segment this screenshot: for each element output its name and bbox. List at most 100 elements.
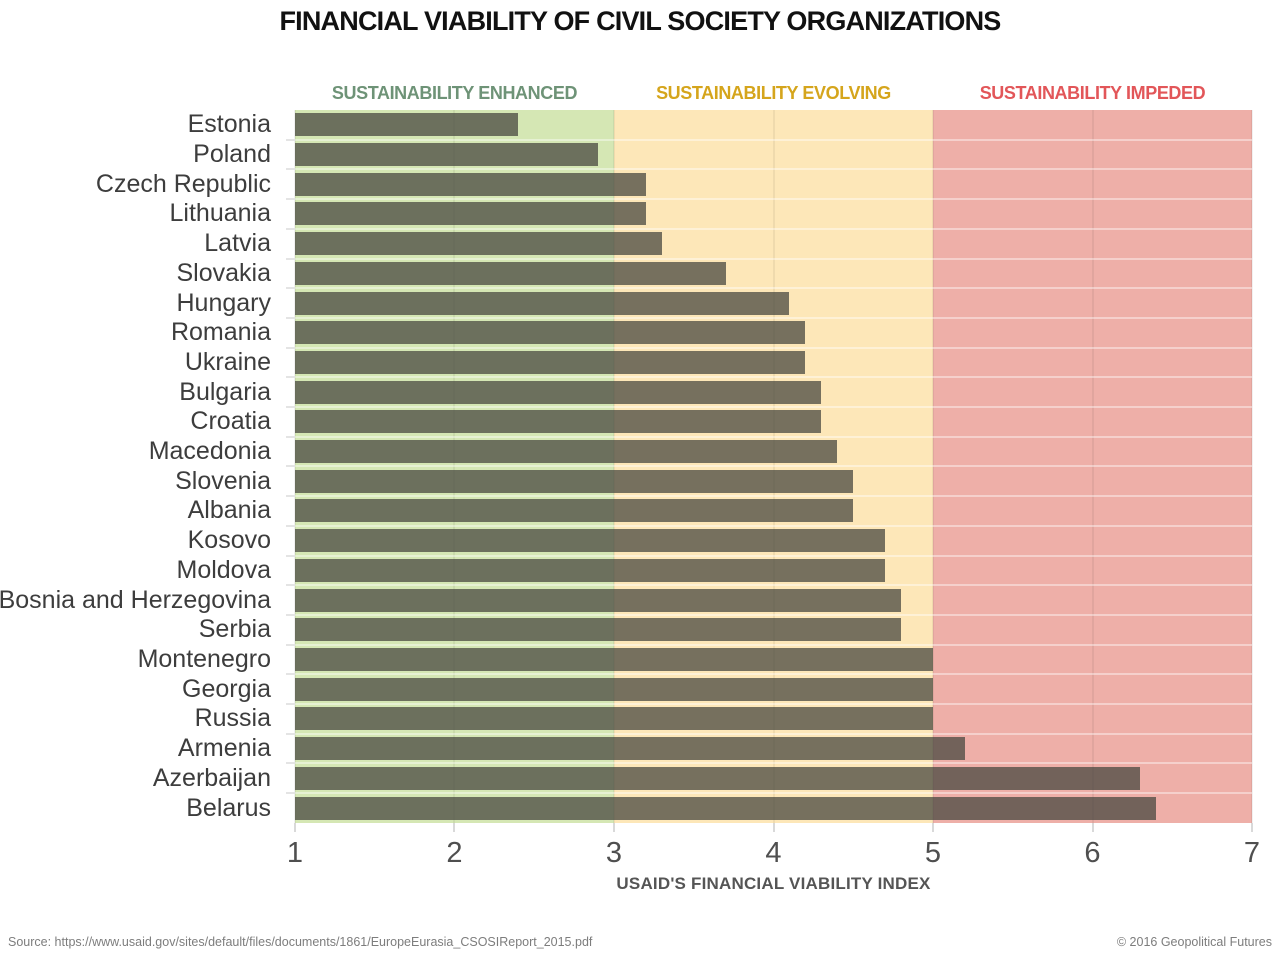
category-axis: Estonia Poland Czech Republic Lithuania Latv… (0, 110, 283, 823)
bar-row (286, 288, 1252, 319)
bar-row (286, 734, 1252, 765)
bar-row (286, 169, 1252, 200)
country-label: Bulgaria (179, 377, 271, 406)
bar (295, 707, 933, 731)
x-tick-label: 5 (924, 837, 942, 869)
gridline (931, 110, 934, 823)
zone-label: SUSTAINABILITY IMPEDED (979, 83, 1206, 103)
bar-row (286, 585, 1252, 616)
bar (295, 232, 662, 256)
x-tick-label: 2 (446, 837, 463, 869)
country-label: Ukraine (184, 347, 271, 376)
plot-area (286, 110, 1253, 823)
gridline (1091, 110, 1094, 823)
x-tick-mark (931, 823, 934, 832)
gridline (453, 110, 456, 823)
bar-row (286, 674, 1252, 705)
country-label: Georgia (182, 674, 271, 703)
x-axis: 1 2 3 4 5 6 7 (287, 823, 1260, 883)
country-label: Bosnia and Herzegovina (0, 585, 271, 614)
zone-label: SUSTAINABILITY EVOLVING (656, 83, 891, 103)
x-tick-label: 3 (605, 837, 623, 869)
zone-labels: SUSTAINABILITY ENHANCED SUSTAINABILITY EV… (295, 83, 1252, 107)
gridline (612, 110, 615, 823)
bar (295, 766, 1141, 790)
zone-band (295, 110, 614, 823)
bar-row (286, 704, 1252, 735)
bar-row (286, 437, 1252, 468)
country-label: Slovenia (175, 466, 271, 495)
bar-row (286, 110, 1252, 141)
bar-row (286, 140, 1252, 171)
country-label: Azerbaijan (152, 763, 271, 792)
bar (295, 677, 933, 701)
bar-row (286, 496, 1252, 527)
country-label: Czech Republic (95, 169, 271, 198)
bar (295, 321, 806, 345)
bar (295, 172, 646, 196)
x-tick-mark (772, 823, 775, 832)
country-label: Kosovo (187, 526, 271, 555)
country-label: Albania (187, 496, 271, 525)
country-label: Hungary (176, 288, 272, 317)
bar-row (286, 199, 1252, 230)
bar-row (295, 793, 1252, 823)
bar (295, 588, 902, 612)
bar (295, 410, 822, 434)
bar (295, 737, 965, 761)
country-label: Macedonia (148, 437, 271, 466)
bar-row (286, 348, 1252, 379)
zone-label: SUSTAINABILITY ENHANCED (331, 83, 578, 103)
bar-row (286, 377, 1252, 408)
country-label: Armenia (177, 734, 271, 763)
country-label: Slovakia (176, 258, 272, 287)
country-label: Lithuania (169, 199, 271, 228)
x-tick-mark (453, 823, 456, 832)
bar-row (286, 556, 1252, 586)
bar (295, 143, 599, 167)
x-tick-label: 7 (1243, 837, 1261, 869)
country-label: Romania (170, 318, 271, 347)
x-tick-label: 4 (765, 837, 782, 869)
gridline (1251, 110, 1253, 823)
country-label: Estonia (187, 110, 271, 139)
bar (295, 558, 886, 582)
country-label: Latvia (204, 229, 271, 258)
x-tick-label: 6 (1084, 837, 1101, 869)
bar-row (286, 229, 1252, 260)
bar (295, 618, 902, 642)
gridline (772, 110, 775, 823)
bar-row (286, 763, 1252, 794)
country-label: Montenegro (137, 645, 271, 673)
bar-row (286, 466, 1252, 497)
x-tick-mark (1091, 823, 1094, 832)
bar-row (286, 318, 1252, 349)
zone-band (613, 110, 933, 823)
chart-title: FINANCIAL VIABILITY OF CIVIL SOCIETY ORG… (279, 6, 1001, 36)
x-tick-mark (612, 823, 615, 832)
bar (295, 440, 838, 464)
copyright-note: © 2016 Geopolitical Futures (1116, 935, 1272, 949)
bar (295, 648, 933, 671)
country-label: Russia (194, 704, 271, 733)
bar-rows (286, 110, 1252, 823)
bar (295, 113, 519, 137)
x-tick-label: 1 (286, 837, 304, 869)
bar-row (286, 645, 1252, 676)
country-label: Belarus (186, 793, 271, 822)
bar (295, 529, 886, 553)
x-tick-mark (1251, 823, 1253, 832)
bar (295, 202, 646, 226)
bar (295, 796, 1157, 820)
bar (295, 350, 806, 374)
country-label: Croatia (190, 407, 271, 436)
bar (295, 261, 726, 285)
x-axis-title: USAID'S FINANCIAL VIABILITY INDEX (616, 874, 931, 893)
zone-band (932, 110, 1252, 823)
bar (295, 291, 790, 315)
bar (295, 380, 822, 404)
bar-row (286, 407, 1252, 438)
country-label: Poland (193, 140, 271, 169)
bar-row (286, 615, 1252, 646)
